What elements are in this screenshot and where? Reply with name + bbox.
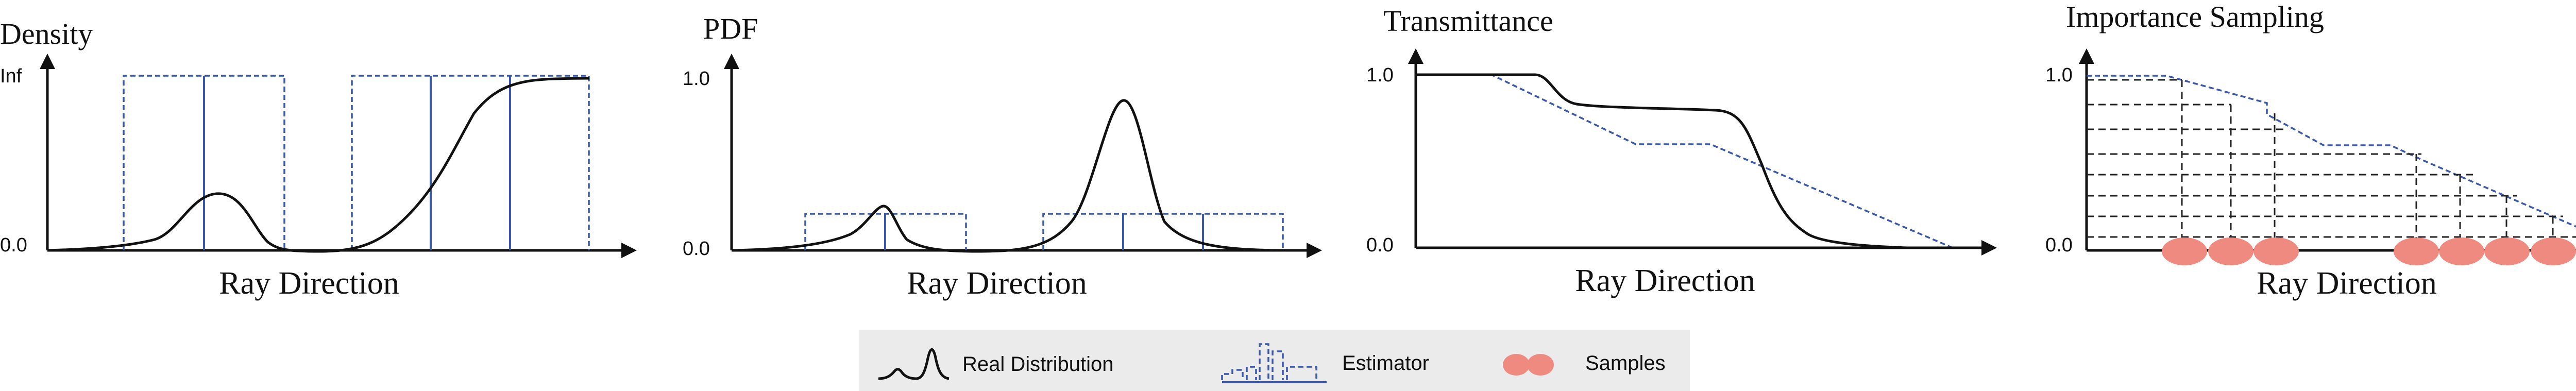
- sample-marker: [2162, 237, 2207, 265]
- panel-title: Importance Sampling: [2066, 0, 2324, 33]
- panel-title: Density: [0, 17, 93, 50]
- panel-pdf: PDF 1.0 0.0 Ray Direction: [683, 12, 1322, 301]
- real-distribution-curve: [47, 77, 589, 253]
- sample-marker: [2531, 237, 2576, 265]
- x-axis-label: Ray Direction: [219, 266, 399, 301]
- panel-importance-sampling: Importance Sampling 1.0 0.0: [2045, 0, 2576, 301]
- y-tick-top: 1.0: [2045, 64, 2073, 86]
- panel-density: Density Inf 0.0 Ray Direction: [0, 17, 637, 301]
- sample-marker: [2394, 237, 2439, 265]
- estimator-dividers: [203, 76, 511, 250]
- panel-title: Transmittance: [1383, 4, 1553, 38]
- y-tick-top: 1.0: [683, 68, 710, 90]
- estimator-curve: [1416, 74, 1953, 249]
- y-tick-bottom: 0.0: [683, 238, 710, 260]
- samples-icon: [1503, 354, 1554, 376]
- x-axis-label: Ray Direction: [907, 266, 1087, 301]
- legend-label-real-distribution: Real Distribution: [962, 353, 1113, 376]
- samples: [2162, 237, 2576, 265]
- sample-marker: [2253, 237, 2299, 265]
- sample-drop-lines: [2181, 80, 2554, 250]
- sample-marker: [2208, 237, 2253, 265]
- y-tick-bottom: 0.0: [1366, 234, 1394, 256]
- real-distribution-icon: [878, 348, 950, 380]
- x-axis-label: Ray Direction: [2257, 266, 2437, 301]
- legend-label-estimator: Estimator: [1342, 352, 1429, 375]
- sample-marker: [2439, 237, 2484, 265]
- panel-transmittance: Transmittance 1.0 0.0 Ray Direction: [1366, 4, 1997, 298]
- y-tick-bottom: 0.0: [0, 234, 27, 256]
- panel-title: PDF: [703, 12, 758, 45]
- estimator-icon: [1221, 343, 1327, 383]
- real-distribution-curve: [731, 99, 1283, 253]
- legend-label-samples: Samples: [1585, 352, 1666, 375]
- estimator-curve: [2087, 75, 2576, 228]
- real-distribution-curve: [1416, 73, 1953, 249]
- y-tick-bottom: 0.0: [2045, 234, 2073, 256]
- sample-marker: [2484, 237, 2530, 265]
- estimator-bins: [123, 75, 590, 250]
- x-axis-label: Ray Direction: [1575, 263, 1755, 298]
- sampling-levels: [2087, 79, 2576, 238]
- legend: Real Distribution Estimator Samples: [859, 330, 1690, 391]
- y-tick-top: Inf: [0, 65, 22, 87]
- y-tick-top: 1.0: [1366, 64, 1394, 86]
